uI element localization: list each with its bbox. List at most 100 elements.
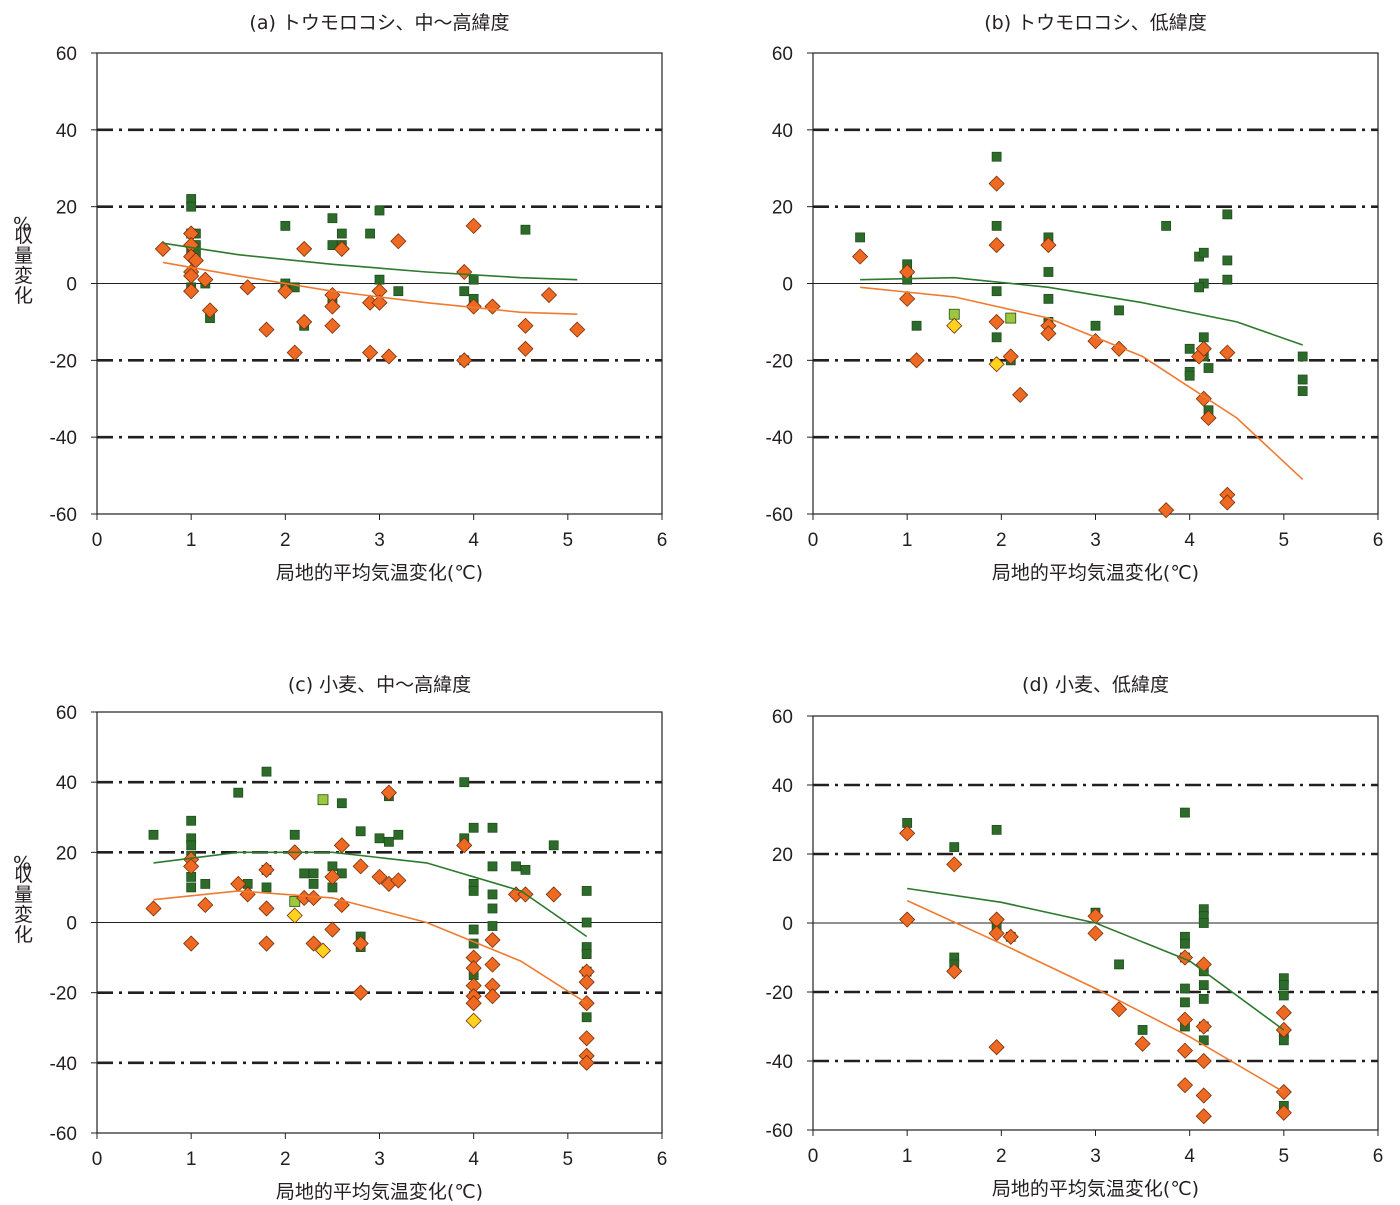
data-point-diamond (1012, 386, 1029, 403)
x-axis-label: 局地的平均気温変化(℃) (276, 562, 483, 584)
y-tick-label: -20 (50, 984, 77, 1005)
data-point-square (1114, 959, 1124, 970)
data-point-square-highlight (1005, 312, 1017, 324)
data-point-diamond (484, 931, 501, 949)
data-point-diamond (465, 960, 482, 977)
data-point-square (468, 274, 479, 285)
y-tick-label: 40 (772, 776, 793, 797)
y-tick-label: -60 (50, 1124, 77, 1145)
data-point-diamond (239, 279, 256, 296)
data-point-diamond (484, 956, 501, 973)
data-point-square (1137, 1025, 1148, 1035)
data-point-square (1194, 282, 1204, 293)
panel-a: (a) トウモロコシ、中～高緯度 0 1 2 3 4 5 6 60 40 20 0 -20 -40 -60 局… (11, 12, 667, 584)
y-tick-label: 40 (56, 773, 77, 794)
trend-line-square (162, 242, 578, 281)
data-point-square (1297, 374, 1308, 385)
data-point-diamond (1195, 390, 1212, 407)
data-point-diamond (1176, 1042, 1194, 1059)
data-point-square (520, 864, 531, 875)
data-point-diamond (390, 233, 407, 250)
data-point-diamond (197, 271, 214, 288)
data-point-square (365, 228, 375, 239)
data-point-square (468, 822, 479, 833)
panel-c: (c) 小麦、中～高緯度 0 1 2 3 4 5 6 60 40 20 0 -20 -40 -60 局地的平均… (11, 674, 667, 1203)
x-tick-label: 5 (563, 1149, 574, 1170)
x-tick-label: 6 (1373, 1146, 1384, 1167)
trend-line-diamond (906, 899, 1285, 1093)
x-tick-label: 2 (996, 530, 1007, 551)
data-point-diamond (1040, 237, 1057, 254)
x-tick-label: 0 (92, 1149, 103, 1170)
data-point-diamond-highlight (946, 317, 963, 334)
data-point-square (581, 1012, 592, 1023)
data-point-square (1114, 305, 1124, 316)
data-point-square (468, 886, 479, 896)
data-point-diamond (1195, 956, 1212, 973)
data-point-diamond (1195, 1087, 1212, 1104)
chart-title: (b) トウモロコシ、低緯度 (984, 12, 1207, 34)
data-point-square (487, 861, 498, 872)
data-point-diamond (258, 900, 275, 917)
data-point-diamond (1087, 925, 1104, 942)
data-point-diamond (1195, 340, 1212, 357)
data-point-diamond (333, 837, 350, 854)
data-point-diamond (390, 872, 407, 889)
data-point-diamond (1200, 409, 1217, 427)
data-point-square (991, 286, 1002, 297)
data-point-diamond (324, 921, 341, 938)
data-point-diamond (197, 896, 214, 914)
data-point-square (289, 829, 300, 840)
data-point-square (1297, 351, 1308, 362)
trend-line-diamond (860, 286, 1304, 480)
data-point-diamond (324, 317, 341, 334)
data-point-diamond (578, 974, 595, 991)
y-tick-label: -40 (50, 428, 77, 449)
y-tick-label: 0 (782, 914, 793, 935)
data-point-square (487, 921, 498, 931)
data-point-diamond (908, 352, 925, 369)
data-point-diamond (988, 313, 1005, 330)
data-point-square (336, 228, 347, 239)
y-tick-label: -60 (766, 1121, 793, 1142)
data-point-diamond (545, 886, 562, 903)
x-axis-label: 局地的平均気温変化(℃) (992, 1178, 1199, 1200)
data-point-square (1184, 343, 1195, 354)
data-point-diamond (1275, 1104, 1292, 1121)
data-point-square (308, 868, 319, 879)
data-point-square (1043, 267, 1054, 277)
data-point-square (991, 220, 1002, 231)
data-point-square (1184, 370, 1195, 381)
data-point-diamond (1219, 344, 1236, 361)
data-point-diamond (258, 935, 275, 952)
x-axis-label: 局地的平均気温変化(℃) (992, 562, 1199, 584)
data-point-diamond (946, 856, 963, 873)
data-point-diamond (1275, 1083, 1292, 1101)
data-point-diamond (988, 1039, 1005, 1056)
data-point-square (991, 151, 1002, 162)
y-tick-label: 20 (56, 198, 77, 219)
y-axis-percent: % (13, 214, 31, 236)
data-point-diamond (1158, 502, 1175, 519)
data-point-square (261, 882, 272, 893)
x-tick-label: 2 (280, 530, 291, 551)
data-point-diamond (305, 935, 322, 952)
x-tick-label: 4 (1184, 530, 1195, 551)
data-point-diamond (988, 237, 1005, 254)
x-tick-label: 1 (902, 1146, 913, 1167)
data-point-diamond (517, 317, 534, 334)
data-point-square (336, 868, 347, 879)
data-point-square (468, 924, 479, 935)
y-tick-label: 0 (66, 275, 77, 296)
data-point-diamond (484, 988, 501, 1005)
data-point-square (581, 949, 592, 959)
data-point-square (991, 824, 1002, 835)
y-tick-label: 60 (56, 44, 77, 65)
data-point-diamond (183, 935, 200, 952)
data-point-diamond (578, 1054, 595, 1071)
data-point-diamond (517, 340, 534, 357)
y-tick-label: 0 (782, 275, 793, 296)
data-point-diamond (1040, 325, 1057, 342)
data-point-diamond (1195, 1108, 1212, 1125)
x-tick-label: 1 (902, 530, 913, 551)
